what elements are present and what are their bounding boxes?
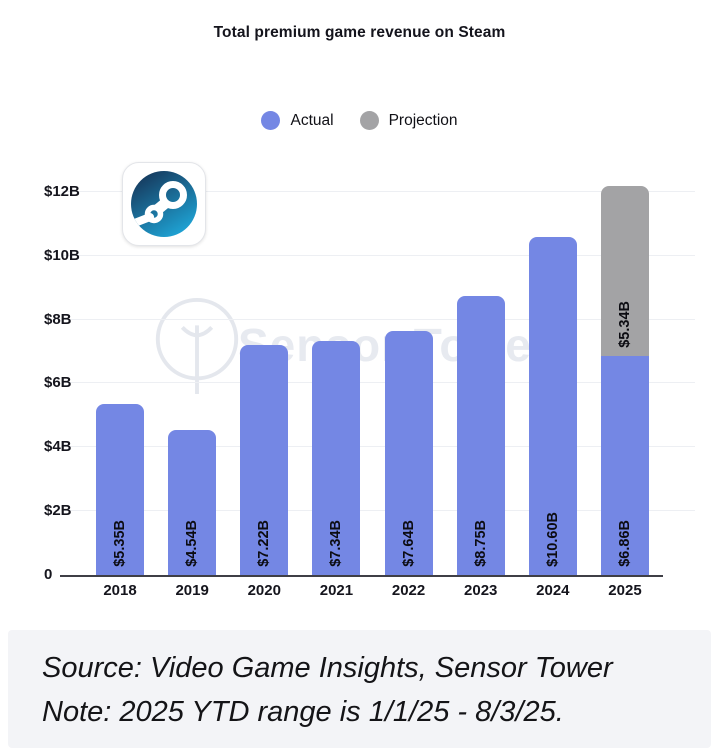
- y-tick-label: $10B: [44, 246, 80, 264]
- bar-segment-actual: $7.34B: [312, 340, 361, 575]
- plot-area: $5.35B $4.54B $7.22B $7.34B $7.64B $8.75B $10.…: [90, 160, 663, 575]
- bar-2023: $8.75B: [456, 160, 505, 575]
- bar-value-label: $5.34B: [616, 301, 633, 349]
- gridline: [62, 446, 695, 448]
- y-tick-label: $8B: [44, 310, 72, 328]
- gridline: [62, 254, 695, 256]
- bar-value-label: $7.22B: [256, 520, 273, 567]
- bar-segment-actual: $6.86B: [600, 356, 649, 575]
- bar-value-label: $10.60B: [544, 512, 561, 567]
- gridline: [62, 510, 695, 512]
- x-axis-line: [60, 575, 663, 577]
- x-tick-label: 2022: [391, 582, 426, 599]
- x-tick-label: 2018: [103, 582, 137, 599]
- bar-segment-actual: $10.60B: [528, 236, 577, 575]
- bar-2025: $5.34B $6.86B: [600, 160, 649, 575]
- bar-value-label: $7.64B: [400, 520, 417, 567]
- chart-title: Total premium game revenue on Steam: [213, 24, 506, 41]
- bar-2018: $5.35B: [96, 160, 144, 575]
- gridline: [62, 382, 695, 384]
- y-tick-label: $4B: [44, 438, 72, 456]
- bar-value-label: $6.86B: [616, 520, 633, 567]
- bar-segment-projection: $5.34B: [600, 185, 649, 357]
- source-line: Source: Video Game Insights, Sensor Towe…: [42, 652, 613, 684]
- x-tick-label: 2024: [536, 582, 570, 599]
- legend-item-projection: Projection: [359, 111, 458, 130]
- y-tick-label: $2B: [44, 502, 72, 520]
- gridlines: [62, 160, 695, 575]
- steam-logo-badge: [122, 162, 206, 246]
- gridline: [62, 190, 695, 192]
- note-line: Note: 2025 YTD range is 1/1/25 - 8/3/25.: [42, 696, 564, 729]
- x-tick-label: 2020: [247, 582, 281, 599]
- legend: Actual Projection: [0, 111, 719, 130]
- y-tick-label: $12B: [44, 182, 80, 200]
- legend-swatch: [261, 111, 281, 130]
- legend-swatch: [359, 111, 379, 130]
- x-tick-label: 2021: [319, 582, 354, 599]
- x-tick-label: 2025: [608, 582, 642, 599]
- gridline: [62, 318, 695, 320]
- bar-segment-actual: $4.54B: [168, 430, 217, 575]
- bar-2020: $7.22B: [240, 160, 289, 575]
- y-tick-label: 0: [44, 566, 53, 583]
- bar-value-label: $7.34B: [328, 520, 345, 567]
- bar-value-label: $4.54B: [184, 520, 201, 567]
- x-tick-label: 2023: [464, 582, 498, 599]
- bar-2022: $7.64B: [384, 160, 433, 575]
- x-tick-label: 2019: [175, 582, 209, 599]
- bar-value-label: $8.75B: [472, 520, 489, 567]
- bar-segment-actual: $7.22B: [240, 344, 289, 575]
- bar-value-label: $5.35B: [112, 520, 128, 567]
- y-axis: 0 $2B $4B $6B $8B $10B $12B: [44, 160, 88, 583]
- steam-logo-icon: [131, 171, 197, 237]
- y-tick-label: $6B: [44, 374, 72, 392]
- legend-label-projection: Projection: [388, 111, 458, 129]
- source-note-panel: Source: Video Game Insights, Sensor Towe…: [8, 630, 711, 748]
- bar-2021: $7.34B: [312, 160, 361, 575]
- x-axis-labels: 2018 2019 2020 2021 2022 2023 2024 2025: [90, 582, 663, 599]
- bar-segment-actual: $5.35B: [96, 404, 144, 575]
- bars-row: $5.35B $4.54B $7.22B $7.34B $7.64B $8.75B $10.…: [90, 160, 663, 575]
- bar-segment-actual: $7.64B: [384, 331, 433, 575]
- legend-item-actual: Actual: [261, 111, 334, 130]
- legend-label-actual: Actual: [290, 111, 334, 129]
- bar-2024: $10.60B: [528, 160, 577, 575]
- bar-segment-actual: $8.75B: [456, 295, 505, 575]
- bar-2019: $4.54B: [168, 160, 217, 575]
